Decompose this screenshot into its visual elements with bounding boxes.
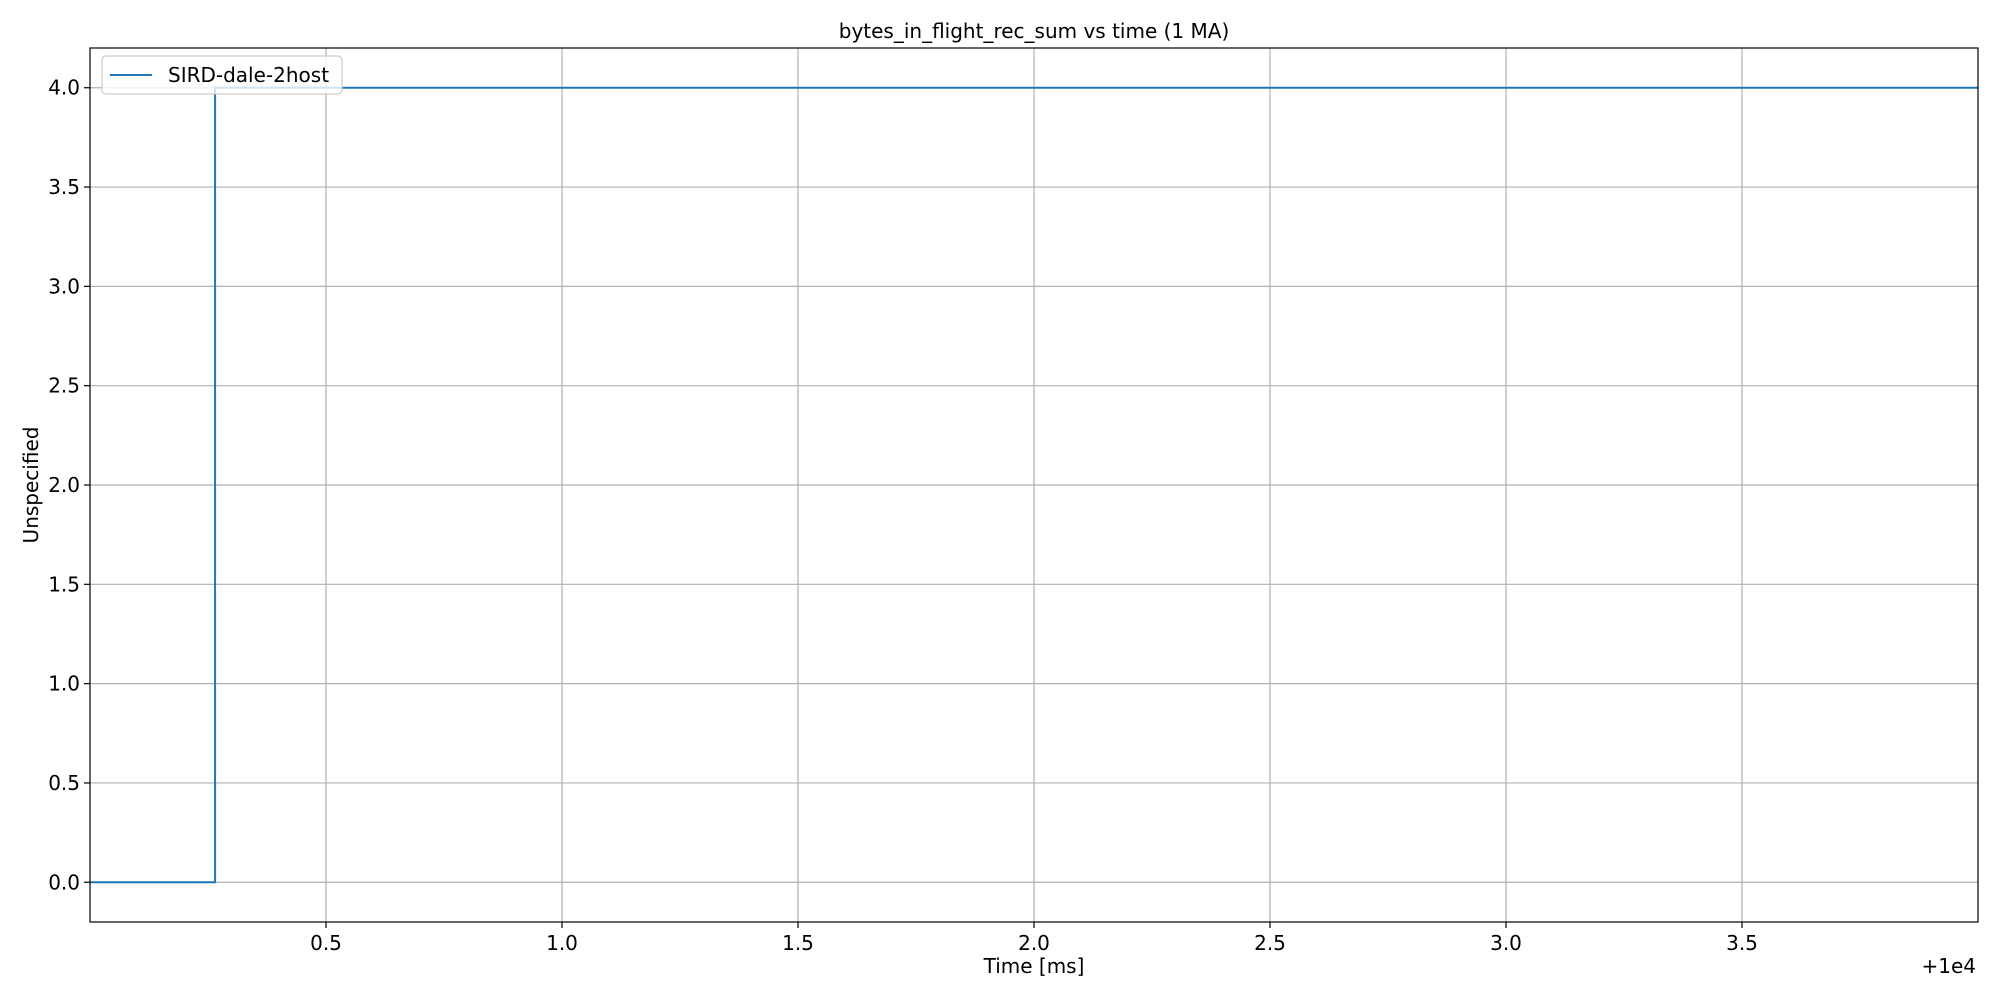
legend-entry-label: SIRD-dale-2host bbox=[168, 63, 329, 87]
x-axis-title: Time [ms] bbox=[983, 954, 1085, 978]
x-axis: 0.5 1.0 1.5 2.0 2.5 3.0 3.5 bbox=[310, 922, 1758, 955]
x-tick-label: 1.0 bbox=[546, 931, 578, 955]
series-line-0 bbox=[90, 86, 1978, 884]
legend-box bbox=[101, 55, 343, 95]
legend: SIRD-dale-2host bbox=[101, 55, 343, 95]
x-tick-label: 0.5 bbox=[310, 931, 342, 955]
grid bbox=[90, 48, 1978, 922]
x-tick-label: 3.0 bbox=[1490, 931, 1522, 955]
y-tick-label: 2.5 bbox=[48, 374, 80, 398]
y-tick-label: 4.0 bbox=[48, 76, 80, 100]
y-tick-label: 3.0 bbox=[48, 274, 80, 298]
x-tick-label: 1.5 bbox=[782, 931, 814, 955]
y-tick-label: 1.5 bbox=[48, 572, 80, 596]
chart-title: bytes_in_flight_rec_sum vs time (1 MA) bbox=[839, 19, 1230, 43]
x-tick-label: 3.5 bbox=[1726, 931, 1758, 955]
y-tick-label: 0.0 bbox=[48, 870, 80, 894]
x-tick-label: 2.0 bbox=[1018, 931, 1050, 955]
x-axis-offset-label: +1e4 bbox=[1921, 954, 1976, 978]
y-axis-title: Unspecified bbox=[19, 427, 43, 544]
x-tick-label: 2.5 bbox=[1254, 931, 1286, 955]
y-tick-label: 0.5 bbox=[48, 771, 80, 795]
y-tick-label: 3.5 bbox=[48, 175, 80, 199]
y-tick-label: 2.0 bbox=[48, 473, 80, 497]
y-tick-label: 1.0 bbox=[48, 672, 80, 696]
series-layer bbox=[90, 86, 1978, 884]
y-axis: 0.0 0.5 1.0 1.5 2.0 2.5 3.0 3.5 4.0 bbox=[48, 76, 90, 894]
